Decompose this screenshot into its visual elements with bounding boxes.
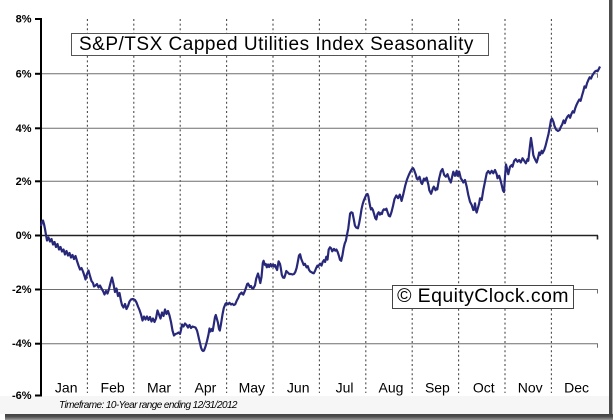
svg-text:Nov: Nov [518, 380, 543, 396]
svg-text:6%: 6% [16, 68, 32, 80]
svg-text:Jun: Jun [287, 380, 310, 396]
svg-text:2%: 2% [16, 176, 32, 188]
svg-text:4%: 4% [16, 123, 32, 135]
svg-text:Oct: Oct [473, 380, 495, 396]
svg-text:-6%: -6% [12, 390, 32, 402]
svg-text:-4%: -4% [12, 338, 32, 350]
svg-text:Jul: Jul [336, 380, 354, 396]
svg-text:0%: 0% [16, 230, 32, 242]
svg-text:Feb: Feb [101, 380, 125, 396]
svg-text:Dec: Dec [564, 380, 589, 396]
svg-text:8%: 8% [16, 14, 32, 26]
svg-text:May: May [239, 380, 265, 396]
svg-text:Jan: Jan [55, 380, 78, 396]
svg-text:Sep: Sep [425, 380, 450, 396]
svg-text:Mar: Mar [147, 380, 171, 396]
svg-text:Aug: Aug [379, 380, 404, 396]
svg-text:-2%: -2% [12, 284, 32, 296]
svg-text:Apr: Apr [195, 380, 217, 396]
